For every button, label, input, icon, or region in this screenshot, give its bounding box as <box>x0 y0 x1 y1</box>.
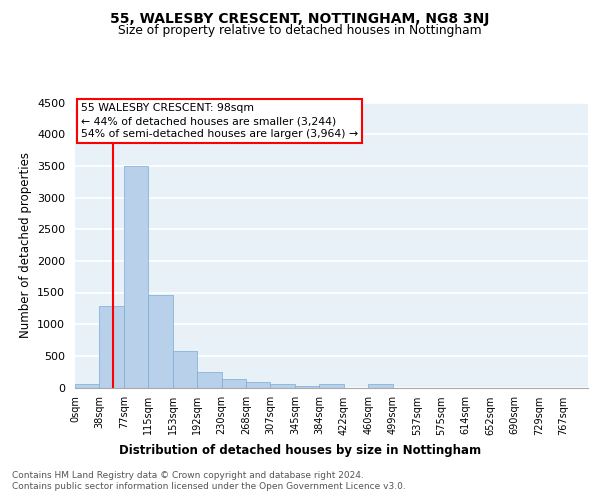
Text: 55 WALESBY CRESCENT: 98sqm
← 44% of detached houses are smaller (3,244)
54% of s: 55 WALESBY CRESCENT: 98sqm ← 44% of deta… <box>81 103 358 140</box>
Bar <box>75 384 100 388</box>
Bar <box>246 382 271 388</box>
Bar <box>100 306 124 388</box>
Bar <box>124 166 148 388</box>
Bar <box>271 384 295 388</box>
Text: Size of property relative to detached houses in Nottingham: Size of property relative to detached ho… <box>118 24 482 37</box>
Text: Contains HM Land Registry data © Crown copyright and database right 2024.: Contains HM Land Registry data © Crown c… <box>12 471 364 480</box>
Bar <box>148 295 173 388</box>
Bar <box>197 372 221 388</box>
Text: Distribution of detached houses by size in Nottingham: Distribution of detached houses by size … <box>119 444 481 457</box>
Text: Contains public sector information licensed under the Open Government Licence v3: Contains public sector information licen… <box>12 482 406 491</box>
Bar <box>319 384 344 388</box>
Bar <box>221 378 246 388</box>
Y-axis label: Number of detached properties: Number of detached properties <box>19 152 32 338</box>
Text: 55, WALESBY CRESCENT, NOTTINGHAM, NG8 3NJ: 55, WALESBY CRESCENT, NOTTINGHAM, NG8 3N… <box>110 12 490 26</box>
Bar <box>173 351 197 388</box>
Bar <box>295 386 319 388</box>
Bar <box>368 384 392 388</box>
